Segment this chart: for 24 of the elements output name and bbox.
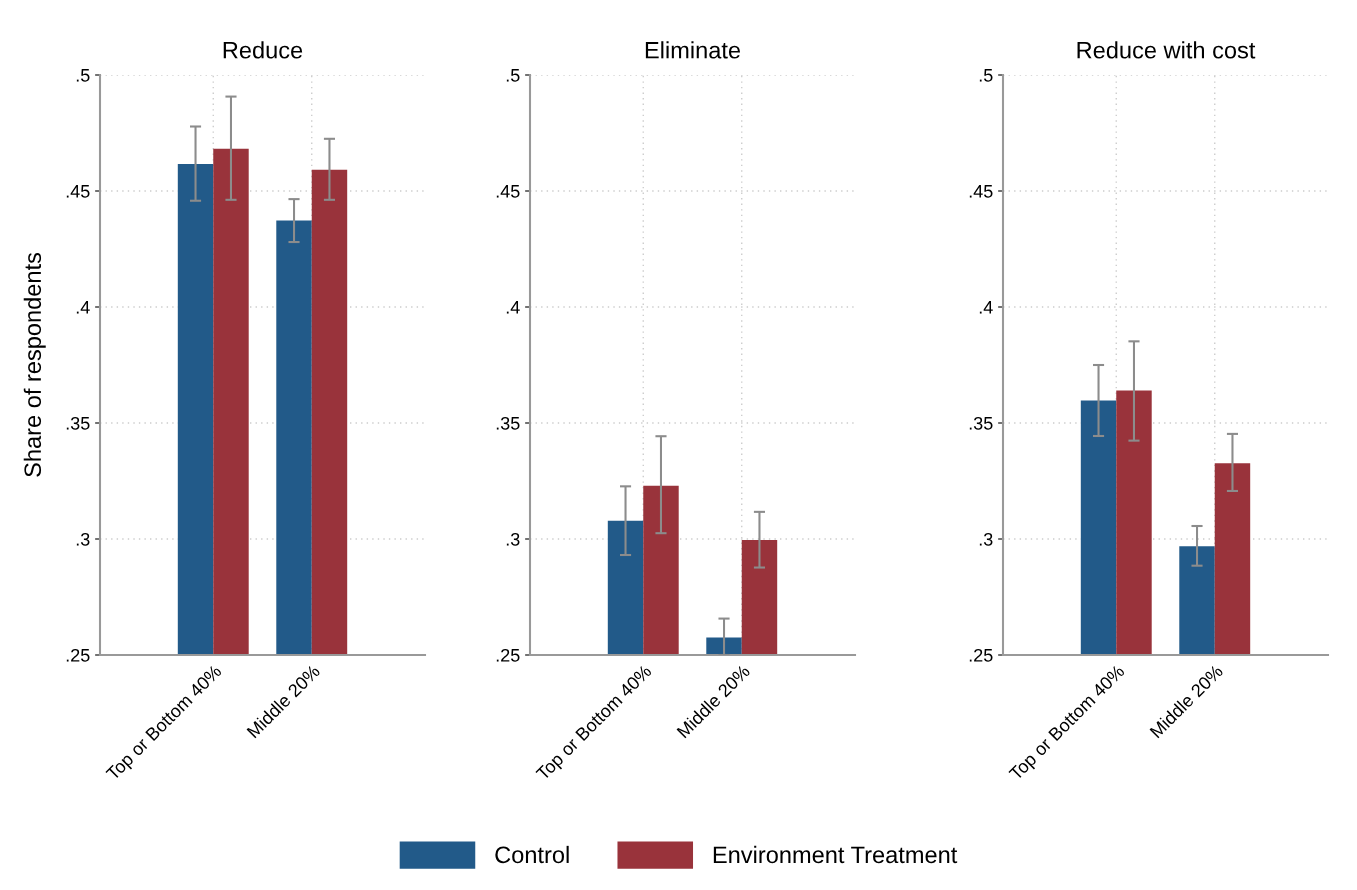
- y-tick-label: .5: [506, 69, 520, 82]
- y-tick-label: .4: [506, 301, 520, 314]
- y-tick-label: .35: [66, 416, 90, 430]
- chart-title: Reduce with cost: [1077, 41, 1256, 59]
- y-tick-label: .3: [76, 532, 90, 546]
- y-tick-label: .25: [66, 648, 90, 662]
- y-tick-label: .3: [506, 532, 520, 546]
- y-tick-label: .45: [496, 185, 520, 198]
- legend-label: Environment Treatment: [713, 845, 958, 864]
- legend-label: Control: [495, 845, 569, 864]
- y-tick-label: .25: [496, 648, 520, 662]
- y-tick-label: .35: [969, 416, 993, 430]
- y-tick-label: .4: [979, 301, 993, 314]
- y-axis-title: Share of respondents: [23, 252, 46, 477]
- y-tick-label: .25: [969, 648, 993, 662]
- chart-title: Eliminate: [645, 41, 741, 59]
- y-tick-label: .5: [979, 69, 993, 82]
- y-tick-label: .45: [66, 185, 90, 198]
- y-tick-label: .35: [496, 416, 520, 430]
- y-tick-label: .5: [76, 69, 90, 82]
- y-tick-label: .4: [76, 301, 90, 314]
- chart-title: Reduce: [223, 41, 303, 59]
- y-tick-label: .45: [969, 185, 993, 198]
- y-tick-label: .3: [979, 532, 993, 546]
